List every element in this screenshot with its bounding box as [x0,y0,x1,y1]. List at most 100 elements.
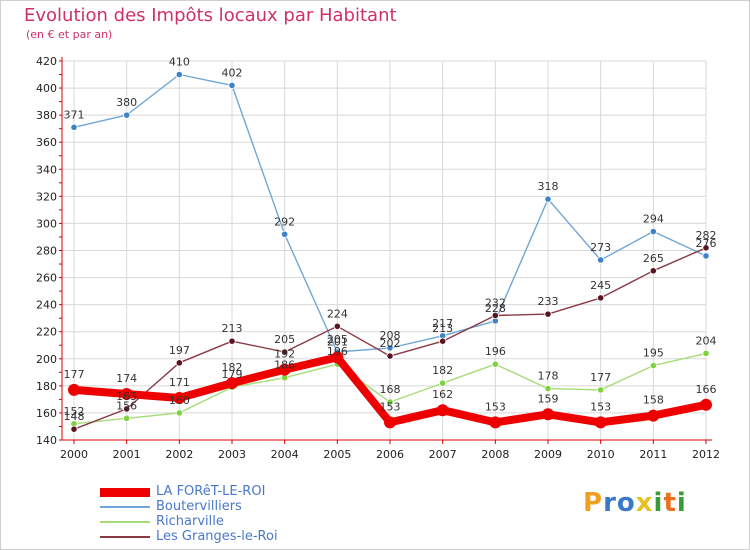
data-label: 402 [222,66,243,79]
data-point [120,387,133,400]
data-label: 273 [590,241,611,254]
data-label: 162 [432,388,453,401]
data-point [228,81,236,89]
data-point [700,398,712,411]
x-tick-label: 2000 [60,448,88,461]
data-label: 205 [327,333,348,346]
data-label: 232 [485,296,506,309]
data-point [544,310,552,318]
logo-letter: t [663,488,677,518]
y-tick-label: 340 [36,163,57,176]
y-tick-label: 220 [36,326,57,339]
data-label: 202 [380,337,401,350]
data-label: 152 [64,405,85,418]
data-point [386,344,394,352]
data-point [70,123,78,131]
y-tick-label: 240 [36,299,57,312]
data-label: 177 [64,368,85,381]
data-label: 282 [696,229,717,242]
data-label: 265 [643,252,664,265]
data-point [281,230,289,238]
x-tick-label: 2005 [323,448,351,461]
y-tick-label: 160 [36,407,57,420]
data-point [281,348,289,356]
y-tick-label: 200 [36,353,57,366]
data-point [544,384,552,393]
data-label: 201 [327,335,348,348]
data-point [386,398,394,406]
data-point [226,377,238,390]
legend-label: Les Granges-le-Roi [156,529,278,544]
data-label: 196 [327,345,348,358]
data-point [597,294,605,302]
y-tick-label: 300 [36,217,57,230]
legend-label: Boutervilliers [156,499,242,514]
data-label: 174 [116,372,137,385]
data-label: 153 [590,400,611,413]
data-point [489,416,502,429]
data-point [228,337,236,345]
data-point [597,386,605,394]
data-point [384,416,396,429]
data-point [436,404,449,417]
y-tick-label: 380 [36,109,57,122]
data-point [649,267,657,275]
x-tick-label: 2012 [692,448,720,461]
chart-subtitle: (en € et par an) [26,28,113,41]
data-point [123,414,131,422]
legend-label: Richarville [156,514,224,529]
data-label: 217 [432,317,453,330]
y-tick-label: 280 [36,245,57,258]
data-point [278,363,291,376]
y-tick-label: 260 [36,272,57,285]
data-point [439,337,447,345]
data-label: 153 [380,400,401,413]
data-point [333,322,341,330]
data-label: 208 [380,329,401,342]
data-label: 171 [169,376,190,389]
logo-letter: i [653,488,664,518]
data-point [491,360,499,368]
data-point [175,70,183,79]
data-point [702,349,710,357]
data-label: 192 [274,348,295,361]
data-point [647,409,660,422]
data-point [173,392,186,405]
data-point [597,256,605,264]
data-label: 197 [169,344,190,357]
x-tick-label: 2001 [113,448,141,461]
data-label: 294 [643,213,664,226]
data-label: 153 [485,400,506,413]
data-point [68,383,80,396]
data-label: 224 [327,307,348,320]
data-label: 148 [64,410,85,423]
data-label: 205 [274,333,295,346]
y-tick-label: 180 [36,380,57,393]
x-tick-label: 2004 [271,448,299,461]
data-label: 168 [380,383,401,396]
data-label: 156 [116,399,137,412]
data-label: 196 [485,345,506,358]
data-point [123,111,131,119]
data-point [649,361,657,370]
x-tick-label: 2010 [587,448,615,461]
logo-letter: r [603,488,617,518]
x-tick-label: 2011 [639,448,667,461]
data-point [175,359,183,367]
data-label: 179 [222,368,243,381]
logo-letter: i [676,488,687,518]
data-point [331,351,344,364]
x-tick-label: 2009 [534,448,562,461]
data-label: 318 [538,180,559,193]
data-label: 163 [116,390,137,403]
data-label: 178 [538,370,559,383]
x-tick-label: 2006 [376,448,404,461]
chart-title: Evolution des Impôts locaux par Habitant [24,5,397,26]
data-label: 380 [116,96,137,109]
legend-swatch [100,536,150,538]
y-tick-label: 420 [36,55,57,68]
data-point [386,352,394,360]
y-tick-label: 400 [36,82,57,95]
data-label: 213 [222,322,243,335]
